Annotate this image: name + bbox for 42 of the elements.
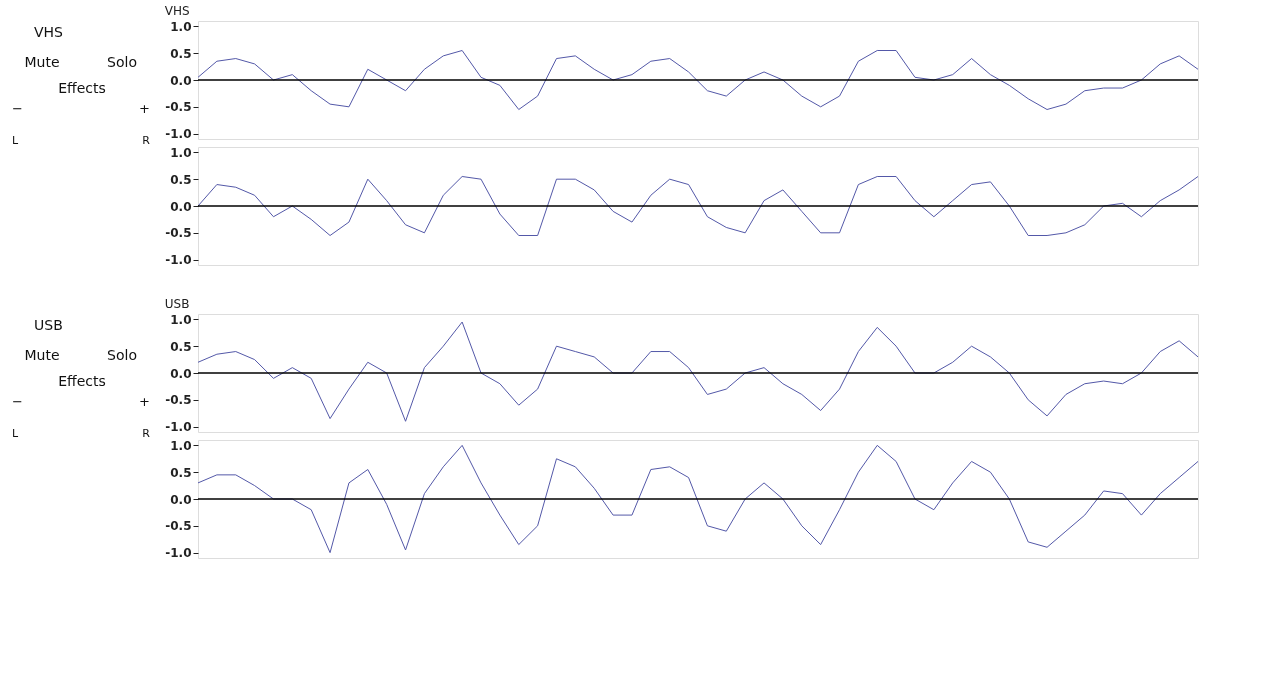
y-tick-label: 0.0 <box>170 73 192 88</box>
text: Solo <box>107 347 137 363</box>
y-tick-label: -0.5 <box>165 519 192 534</box>
y-tick-label: 0.5 <box>170 46 192 61</box>
text: + <box>139 101 150 116</box>
text: R <box>142 134 151 147</box>
text: Effects <box>58 80 106 96</box>
text: Effects <box>58 373 106 389</box>
y-tick-label: 0.0 <box>170 199 192 214</box>
y-tick-label: 1.0 <box>170 312 192 327</box>
y-tick-label: 1.0 <box>170 19 192 34</box>
chart-title: USB <box>164 297 190 312</box>
line-series <box>197 50 1199 110</box>
text: Mute <box>24 54 60 70</box>
line-series <box>197 176 1199 236</box>
y-tick-label: -0.5 <box>165 393 192 408</box>
y-tick-label: 0.5 <box>170 339 192 354</box>
y-tick-label: -0.5 <box>165 226 192 241</box>
y-tick-label: 0.0 <box>170 366 192 381</box>
y-tick-label: 0.5 <box>170 465 192 480</box>
text: − <box>12 394 23 409</box>
text: Solo <box>107 54 137 70</box>
chart-title: VHS <box>164 4 190 19</box>
text: + <box>139 394 150 409</box>
text: L <box>12 427 19 440</box>
y-tick-label: 0.5 <box>170 172 192 187</box>
text: VHS <box>34 24 64 40</box>
text: R <box>142 427 151 440</box>
y-tick-label: -1.0 <box>165 253 192 268</box>
y-tick-label: 0.0 <box>170 492 192 507</box>
y-tick-label: 1.0 <box>170 438 192 453</box>
text: USB <box>34 317 63 333</box>
y-tick-label: -1.0 <box>165 127 192 142</box>
y-tick-label: -0.5 <box>165 100 192 115</box>
line-series <box>197 321 1199 422</box>
text: L <box>12 134 19 147</box>
y-tick-label: -1.0 <box>165 420 192 435</box>
text: − <box>12 101 23 116</box>
y-tick-label: 1.0 <box>170 145 192 160</box>
y-tick-label: -1.0 <box>165 546 192 561</box>
line-series <box>197 444 1199 554</box>
text: Mute <box>24 347 60 363</box>
